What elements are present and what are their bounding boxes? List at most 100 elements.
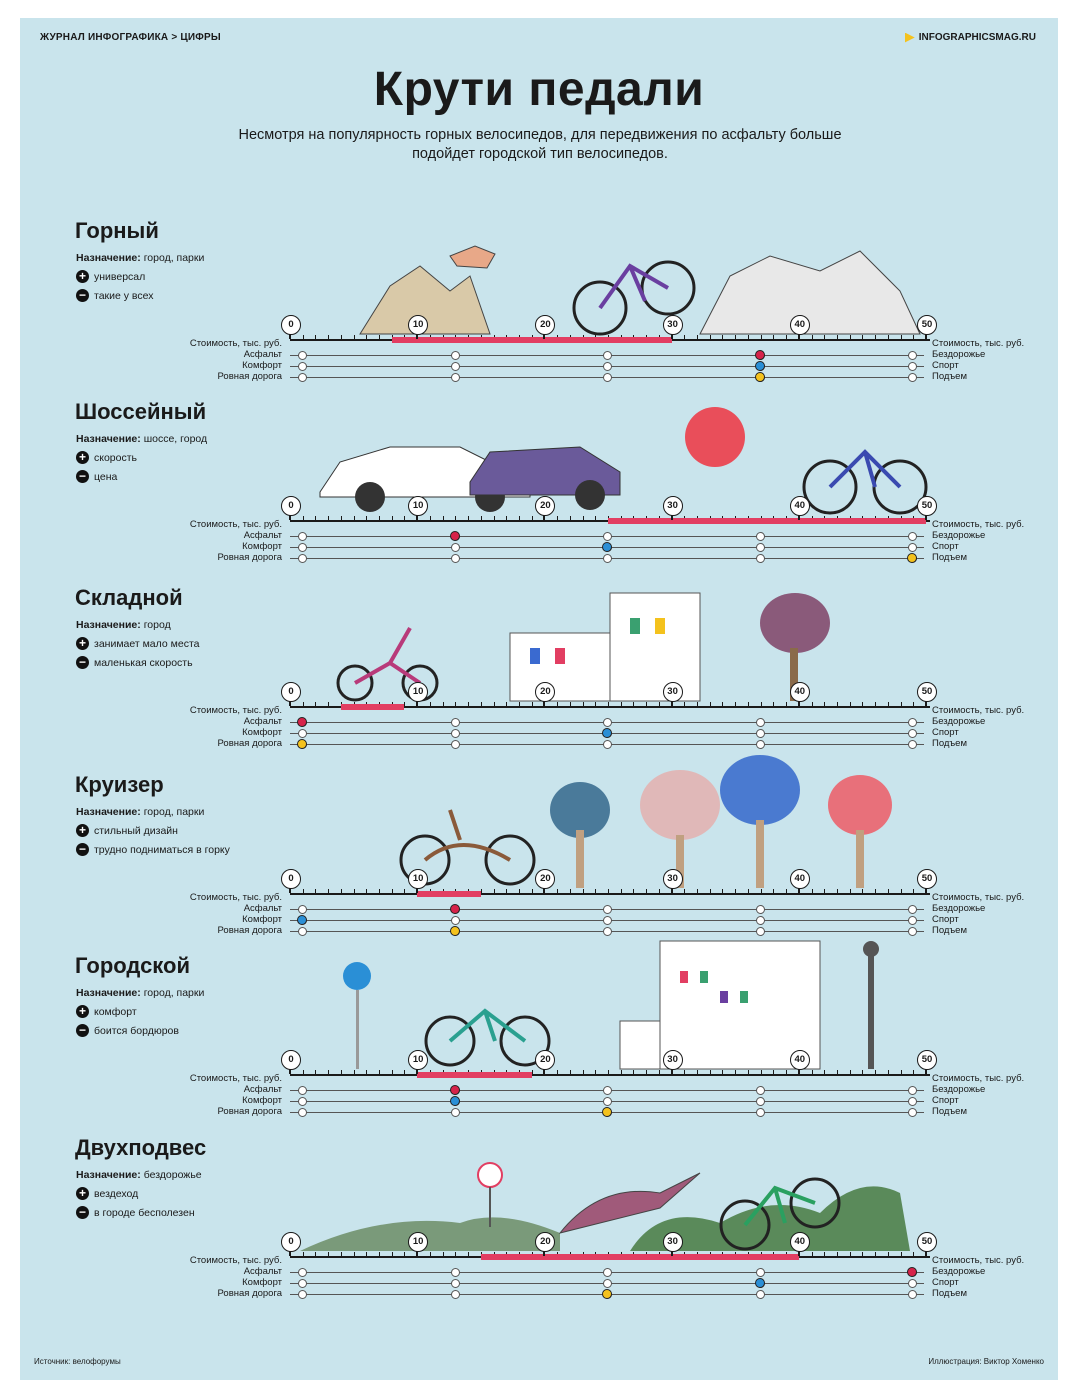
- scale-tick: [875, 889, 877, 894]
- scale-tick: [633, 702, 635, 707]
- criterion-left: Ровная дорога: [217, 1106, 283, 1117]
- scale-pin: 20: [535, 1232, 556, 1256]
- scale-tick: [735, 889, 737, 894]
- plus-text: универсал: [94, 270, 146, 283]
- scale-tick: [493, 702, 495, 707]
- scale-tick: [442, 1252, 444, 1257]
- scale-tick: [722, 702, 724, 707]
- scale-tick: [315, 889, 317, 894]
- scale-tick: [811, 702, 813, 707]
- road-climb-marker: [602, 1289, 612, 1299]
- scale-tick: [747, 335, 749, 340]
- site-link[interactable]: INFOGRAPHICSMAG.RU: [904, 32, 1036, 43]
- scale-pin: 30: [662, 869, 683, 893]
- source-note: Источник: велофорумы: [34, 1357, 121, 1366]
- scale-pin: 30: [662, 496, 683, 520]
- comfort-sport-marker: [602, 728, 612, 738]
- section-purpose: Назначение: город, парки: [76, 252, 204, 264]
- comparison-step: [603, 351, 612, 360]
- minus-icon: −: [76, 1206, 89, 1219]
- cost-label-left: Стоимость, тыс. руб.: [189, 1073, 282, 1084]
- scale-tick: [557, 1070, 559, 1075]
- scale-tick: [697, 1070, 699, 1075]
- comparison-step: [450, 543, 460, 552]
- scale-tick: [429, 702, 431, 707]
- scale-tick: [735, 1070, 737, 1075]
- scale-tick: [697, 889, 699, 894]
- scale-tick: [658, 1070, 660, 1075]
- scale-tick: [697, 702, 699, 707]
- comparison-step: [908, 1108, 917, 1117]
- scale-tick: [786, 889, 788, 894]
- bike-section: Круизер Назначение: город, парки + стильный…: [20, 755, 1058, 954]
- criterion-right: Спорт: [932, 360, 959, 371]
- comparison-step: [755, 1268, 765, 1277]
- asphalt-offroad-marker: [449, 904, 460, 914]
- scale-tick: [608, 702, 609, 707]
- road-climb-marker: [449, 926, 460, 936]
- scale-tick: [900, 335, 902, 340]
- bike-section: Горный Назначение: город, парки + универсал…: [20, 218, 1058, 400]
- asphalt-offroad-marker: [449, 1085, 460, 1095]
- plus-text: скорость: [94, 451, 138, 464]
- plus-icon: +: [76, 824, 89, 837]
- criterion-right: Бездорожье: [932, 716, 986, 727]
- scale-tick: [404, 702, 406, 707]
- cost-label-left: Стоимость, тыс. руб.: [189, 338, 282, 349]
- cost-scale: 0 10 20 30 40 50: [281, 315, 937, 345]
- scale-tick: [887, 889, 889, 894]
- scale-tick: [849, 335, 851, 340]
- scale-tick: [518, 889, 520, 894]
- criterion-left: Асфальт: [243, 1266, 282, 1277]
- scale-pin: 20: [535, 1050, 556, 1074]
- criterion-left: Ровная дорога: [217, 552, 283, 563]
- scale-tick: [836, 1252, 838, 1257]
- scale-pin: 0: [281, 1232, 301, 1256]
- comparison-step: [603, 362, 612, 371]
- scale-tick: [824, 702, 826, 707]
- scale-pin: 10: [408, 682, 429, 706]
- scale-tick: [836, 889, 838, 894]
- criterion-right: Спорт: [932, 541, 959, 552]
- asphalt-offroad-marker: [907, 1267, 917, 1277]
- scale-tick: [340, 335, 342, 340]
- comfort-sport-marker: [449, 1096, 460, 1106]
- comparison-step: [908, 1086, 917, 1095]
- scale-tick: [760, 335, 762, 340]
- comparison-step: [603, 916, 612, 925]
- scale-pin: 40: [789, 869, 810, 893]
- scale-tick: [468, 702, 470, 707]
- comparison-step: [298, 1108, 307, 1117]
- scale-tick: [315, 516, 317, 521]
- comparison-step: [755, 905, 765, 914]
- illustration-credit: Иллюстрация: Виктор Хоменко: [928, 1357, 1044, 1366]
- scale-tick: [900, 1070, 902, 1075]
- scale-tick: [595, 889, 597, 894]
- comparison-step: [450, 729, 460, 738]
- comparison-step: [298, 1086, 307, 1095]
- scale-pin: 30: [662, 1050, 683, 1074]
- criterion-left: Асфальт: [243, 349, 282, 360]
- scale-pin: 10: [408, 496, 429, 520]
- scale-tick: [531, 516, 533, 521]
- section-title: Круизер: [75, 772, 164, 797]
- scale-tick: [887, 1070, 889, 1075]
- criterion-right: Подъем: [932, 1106, 967, 1117]
- plus-icon: +: [76, 1187, 89, 1200]
- comparison-step: [908, 1290, 917, 1299]
- plus-row: + скорость: [76, 451, 137, 464]
- comparison-step: [298, 905, 307, 914]
- purpose-label: Назначение:: [76, 619, 141, 631]
- scale-tick: [366, 516, 368, 521]
- scale-tick: [404, 516, 406, 521]
- criterion-right: Подъем: [932, 371, 967, 382]
- scale-tick: [379, 1252, 381, 1257]
- scale-tick: [302, 889, 304, 894]
- scale-tick: [836, 1070, 838, 1075]
- logo-icon: [904, 32, 915, 43]
- cost-scale: 0 10 20 30 40 50: [281, 496, 937, 526]
- minus-icon: −: [76, 1024, 89, 1037]
- comparison-step: [755, 532, 765, 541]
- criterion-left: Комфорт: [242, 541, 282, 552]
- section-illustration: [300, 750, 950, 890]
